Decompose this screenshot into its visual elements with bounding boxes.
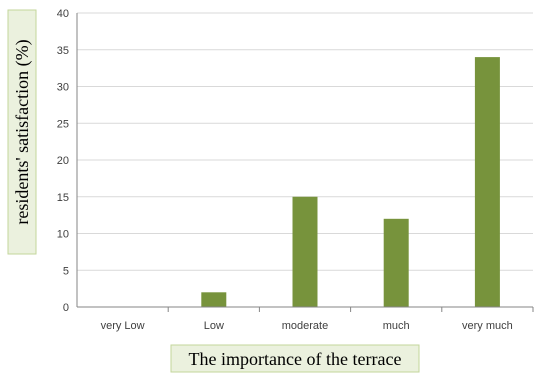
x-tick-label: moderate xyxy=(282,320,328,332)
y-tick-label: 25 xyxy=(57,118,69,130)
bar-low xyxy=(201,292,227,307)
x-tick-label: much xyxy=(383,320,410,332)
y-tick-labels: 0 5 10 15 20 25 30 35 40 xyxy=(57,8,69,314)
y-tick-label: 35 xyxy=(57,45,69,57)
x-axis-title-group: The importance of the terrace xyxy=(170,344,420,373)
y-axis-title-box xyxy=(7,9,37,255)
x-tick-labels: very Low Low moderate much very much xyxy=(101,320,513,332)
x-axis-title: The importance of the terrace xyxy=(189,349,402,369)
bar-very-much xyxy=(474,57,500,307)
bar-much xyxy=(383,218,409,307)
x-axis-title-box xyxy=(170,344,420,373)
y-tick-label: 5 xyxy=(63,265,69,277)
x-tick-label: Low xyxy=(204,320,224,332)
y-tick-label: 30 xyxy=(57,82,69,94)
y-tick-label: 0 xyxy=(63,302,69,314)
x-tick-label: very much xyxy=(462,320,513,332)
y-tick-label: 20 xyxy=(57,155,69,167)
y-tick-label: 40 xyxy=(57,8,69,20)
bar-moderate xyxy=(292,196,318,307)
bars xyxy=(167,57,534,312)
y-tick-label: 10 xyxy=(57,229,69,241)
y-axis-title-group: residents' satisfaction (%) xyxy=(7,9,37,255)
y-axis-title: residents' satisfaction (%) xyxy=(12,39,33,224)
y-tick-label: 15 xyxy=(57,192,69,204)
x-tick-label: very Low xyxy=(101,320,145,332)
